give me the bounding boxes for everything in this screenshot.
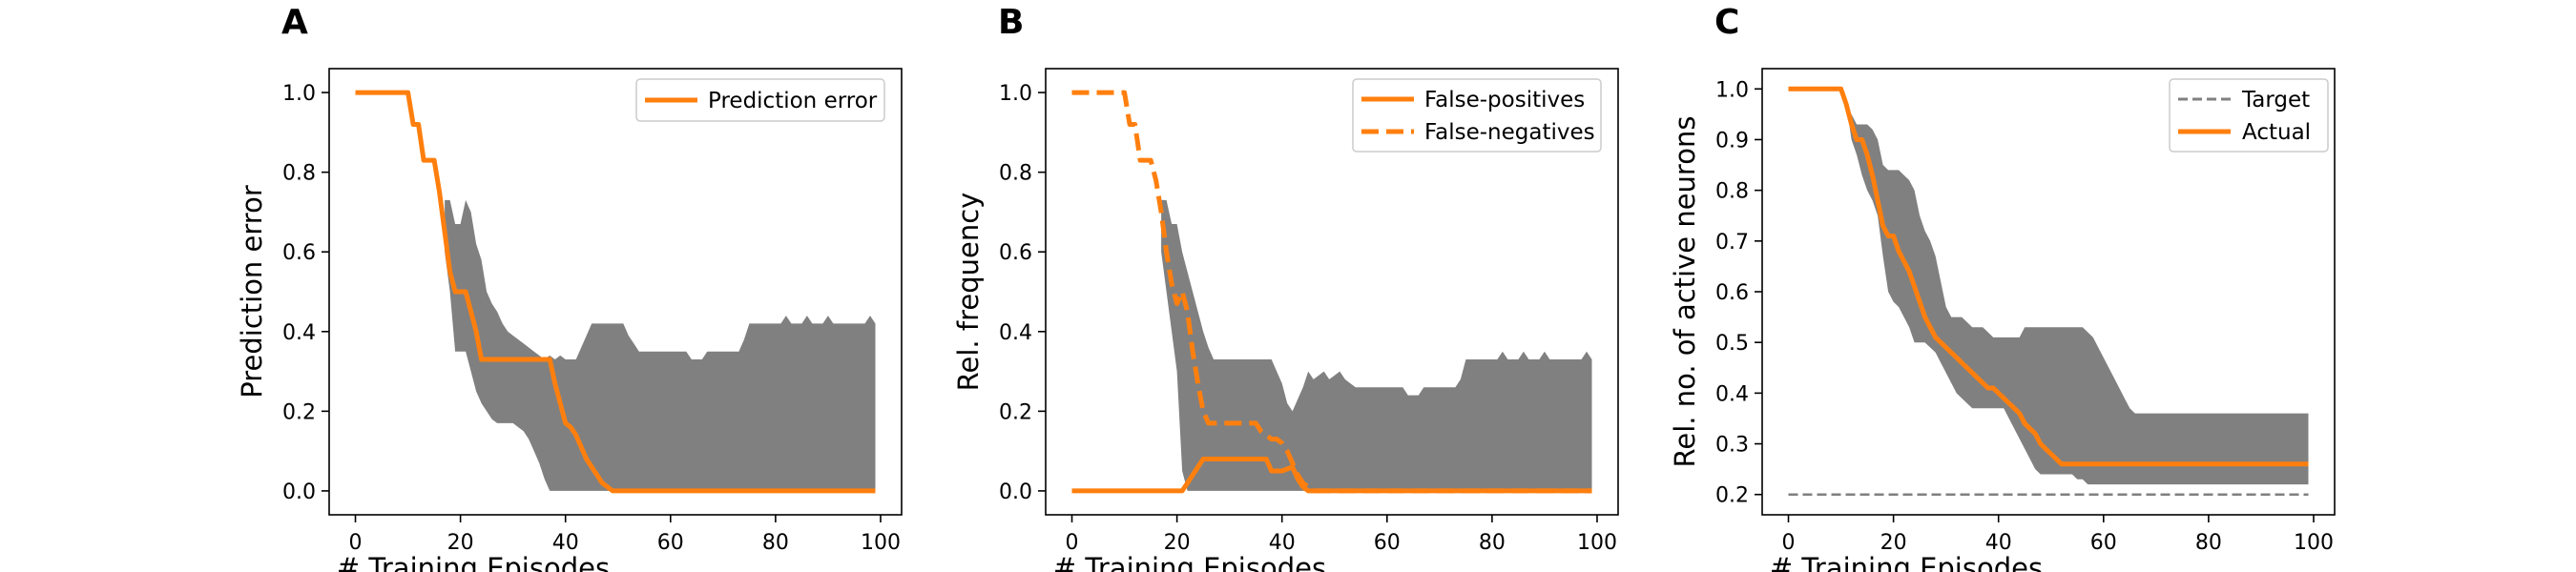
y-tick-label: 0.0 xyxy=(999,480,1032,504)
x-tick-label: 60 xyxy=(2090,531,2117,555)
variability-band xyxy=(1840,89,2309,485)
y-tick-label: 0.5 xyxy=(1715,332,1749,356)
legend-label-false-positives: False-positives xyxy=(1424,88,1585,112)
y-tick-label: 1.0 xyxy=(282,82,316,106)
axes-frame xyxy=(328,68,903,516)
x-tick-label: 80 xyxy=(1479,531,1506,555)
x-tick-label: 0 xyxy=(349,531,363,555)
x-tick-label: 20 xyxy=(1164,531,1191,555)
y-tick-label: 0.4 xyxy=(1715,382,1749,406)
plot-area: 0 20 40 60 80 100 0.0 0.2 0.4 0.6 0.8 1.0 xyxy=(282,68,903,555)
y-tick-label: 0.8 xyxy=(282,162,316,186)
y-tick-label: 0.4 xyxy=(282,321,316,345)
plot-area: 0 20 40 60 80 100 0.0 0.2 0.4 0.6 0.8 1.0 xyxy=(999,68,1619,555)
x-axis-label: # Training Episodes xyxy=(1770,552,2043,572)
y-tick-label: 0.0 xyxy=(282,480,316,504)
y-tick-label: 0.6 xyxy=(999,241,1032,265)
x-tick-label: 40 xyxy=(552,531,579,555)
x-axis-label: # Training Episodes xyxy=(1053,552,1326,572)
y-tick-label: 0.8 xyxy=(999,162,1032,186)
y-axis-label: Rel. no. of active neurons xyxy=(1669,116,1701,468)
panel-letter: B xyxy=(998,3,1024,42)
panel-letter: A xyxy=(281,3,308,42)
y-tick-label: 0.6 xyxy=(1715,281,1749,305)
y-tick-label: 1.0 xyxy=(999,82,1032,106)
legend-label-false-negatives: False-negatives xyxy=(1424,120,1595,145)
series-line-false-negatives xyxy=(1071,90,1592,494)
legend: False-positives False-negatives xyxy=(1352,78,1602,153)
legend-box xyxy=(1352,78,1602,153)
variability-band xyxy=(1161,199,1592,491)
y-tick-label: 0.9 xyxy=(1715,129,1749,153)
series-line-actual xyxy=(1788,86,2309,467)
y-tick-label: 0.4 xyxy=(999,321,1032,345)
x-tick-label: 100 xyxy=(2294,531,2334,555)
y-tick-label: 0.2 xyxy=(282,400,316,424)
plot-area: 0 20 40 60 80 100 0.2 0.3 0.4 0.5 0.6 0.7 0.8 0.9 1.0 xyxy=(1715,68,2336,555)
x-tick-label: 100 xyxy=(861,531,901,555)
legend: Target Actual xyxy=(2169,78,2329,153)
x-tick-label: 20 xyxy=(447,531,474,555)
y-tick-label: 0.3 xyxy=(1715,434,1749,458)
x-tick-label: 40 xyxy=(1269,531,1296,555)
legend-box xyxy=(635,78,885,122)
series-line-prediction-error xyxy=(355,90,876,494)
x-tick-label: 40 xyxy=(1985,531,2012,555)
legend-label-actual: Actual xyxy=(2242,120,2311,145)
variability-band xyxy=(445,199,876,491)
y-tick-label: 0.7 xyxy=(1715,231,1749,255)
x-tick-label: 60 xyxy=(657,531,684,555)
legend-label-prediction-error: Prediction error xyxy=(708,89,878,113)
legend-label-target: Target xyxy=(2241,88,2310,112)
x-tick-label: 0 xyxy=(1066,531,1079,555)
axes-frame xyxy=(1045,68,1619,516)
x-axis-label: # Training Episodes xyxy=(337,552,610,572)
y-tick-label: 0.2 xyxy=(999,400,1032,424)
y-axis-label: Prediction error xyxy=(236,185,268,398)
x-tick-label: 20 xyxy=(1880,531,1907,555)
y-tick-label: 0.6 xyxy=(282,241,316,265)
x-tick-label: 60 xyxy=(1374,531,1401,555)
y-tick-label: 0.2 xyxy=(1715,484,1749,508)
y-axis-label: Rel. frequency xyxy=(952,193,985,392)
panel-a: A 0 20 40 60 80 100 0.0 0.2 0.4 0.6 0.8 1.0 # Train… xyxy=(236,3,903,572)
x-tick-label: 0 xyxy=(1782,531,1796,555)
y-tick-label: 1.0 xyxy=(1715,78,1749,102)
panel-letter: C xyxy=(1714,3,1739,42)
x-tick-label: 80 xyxy=(2195,531,2222,555)
panel-b: B 0 20 40 60 80 100 0.0 0.2 0.4 0.6 0.8 1.0 # Train… xyxy=(952,3,1619,572)
legend: Prediction error xyxy=(635,78,885,122)
x-tick-label: 100 xyxy=(1577,531,1617,555)
panel-c: C 0 20 40 60 80 100 0.2 0.3 0.4 0.5 0.6 0.7 0.8 0.9 1.… xyxy=(1669,3,2336,572)
x-tick-label: 80 xyxy=(762,531,789,555)
y-tick-label: 0.8 xyxy=(1715,180,1749,204)
